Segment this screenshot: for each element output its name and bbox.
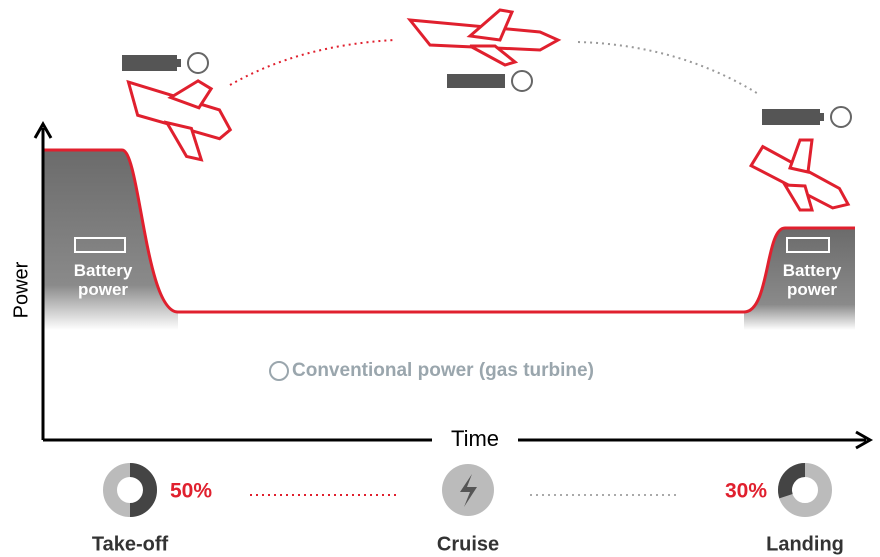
flight-path <box>577 41 761 96</box>
plane <box>126 79 233 162</box>
battery-icon <box>786 237 830 253</box>
battery-icon <box>762 106 852 128</box>
y-arrow <box>33 120 53 139</box>
battery-label: Battery power <box>782 261 842 299</box>
plane <box>748 138 851 212</box>
donut-segment <box>778 463 806 499</box>
y-label: Power <box>10 261 32 318</box>
x-label: Time <box>451 426 499 451</box>
flight-path <box>229 39 396 86</box>
turbine-icon <box>269 361 289 381</box>
battery-icon <box>447 70 533 92</box>
phase-label: Cruise <box>437 533 499 555</box>
bolt <box>460 474 477 507</box>
share-label: 30% <box>725 480 767 503</box>
battery-icon <box>122 52 209 74</box>
battery-icon <box>74 237 126 253</box>
donut-segment <box>129 463 157 517</box>
share-label: 50% <box>170 480 212 503</box>
battery-label: Battery power <box>73 261 133 299</box>
x-arrow <box>855 430 874 450</box>
plane <box>406 8 562 67</box>
power-curve <box>43 148 855 314</box>
phase-label: Take-off <box>92 533 169 555</box>
battery-area <box>43 150 178 330</box>
phase-label: Landing <box>766 533 844 555</box>
conventional-label: Conventional power (gas turbine) <box>292 360 594 381</box>
